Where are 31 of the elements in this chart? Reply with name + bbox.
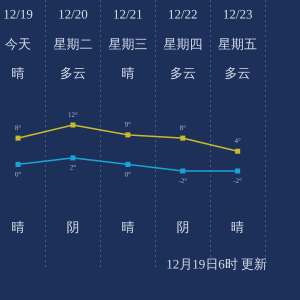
text: 12月19日6时 更新: [166, 256, 267, 272]
point: [16, 136, 21, 141]
point: [235, 148, 240, 154]
text: 星期五: [218, 36, 258, 52]
text: 晴: [231, 219, 244, 234]
text: 多云: [224, 65, 251, 80]
point: [125, 132, 130, 138]
x-tick-label: 12/23: [222, 6, 252, 22]
text: 晴: [121, 65, 134, 80]
x-tick-label: 12/20: [58, 6, 88, 22]
text: 晴: [12, 219, 25, 234]
x-tick-label: 12/19: [3, 6, 33, 22]
text: 今天: [5, 36, 32, 52]
point: [125, 162, 130, 167]
text: 星期三: [108, 36, 148, 52]
x-tick-label: 12/21: [113, 6, 143, 22]
text: 多云: [60, 65, 86, 80]
text: 晴: [121, 219, 134, 234]
text: 多云: [170, 65, 196, 80]
point: [180, 136, 186, 141]
text: 星期二: [53, 36, 92, 52]
point: [235, 168, 240, 174]
text: 星期四: [163, 36, 202, 52]
point: [70, 155, 76, 160]
point: [180, 168, 186, 174]
point: [70, 122, 76, 128]
text: 阴: [66, 219, 80, 234]
point: [16, 162, 21, 167]
text: 阴: [176, 219, 190, 234]
x-tick-label: 12/22: [168, 6, 198, 22]
text: 晴: [12, 65, 25, 80]
